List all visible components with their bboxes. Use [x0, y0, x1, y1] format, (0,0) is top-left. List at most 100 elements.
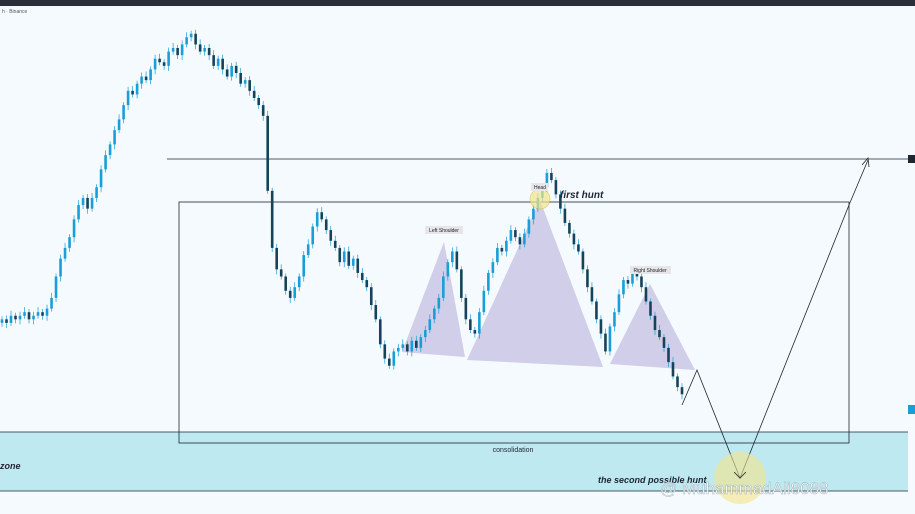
- candle-body: [225, 69, 229, 77]
- second-hunt-text: the second possible hunt: [598, 475, 708, 485]
- head-label-bg: [531, 183, 548, 191]
- candle-body: [315, 212, 319, 227]
- candle-body: [257, 97, 260, 106]
- candle-body: [437, 297, 441, 309]
- candle-body: [99, 169, 103, 188]
- candle-body: [626, 280, 630, 284]
- candle-body: [117, 119, 121, 131]
- candle-body: [248, 80, 251, 91]
- candle-body: [27, 312, 31, 320]
- candle-body: [590, 287, 594, 302]
- candle-body: [608, 326, 612, 352]
- candle-body: [442, 276, 445, 298]
- candle-body: [500, 247, 504, 252]
- candle-body: [212, 55, 215, 66]
- candle-body: [617, 294, 621, 313]
- candle-body: [221, 58, 224, 70]
- candle-body: [243, 80, 247, 84]
- top-toolbar-strip: [0, 0, 915, 6]
- candle-body: [36, 312, 40, 316]
- candle-body: [77, 205, 80, 220]
- right-shoulder-label-bg: [630, 266, 671, 274]
- candle-body: [297, 276, 301, 288]
- candle-body: [514, 230, 517, 238]
- symbol-label: h · Binance: [2, 9, 28, 15]
- candle-body: [189, 33, 193, 38]
- first-hunt-highlight: [529, 188, 551, 210]
- candle-body: [108, 144, 112, 156]
- candle-body: [234, 65, 238, 73]
- candle-body: [90, 197, 94, 209]
- price-tag-resistance: [908, 155, 915, 163]
- candle-body: [365, 280, 369, 288]
- candle-body: [320, 212, 324, 220]
- candle-body: [509, 230, 513, 241]
- candle-body: [122, 105, 125, 120]
- candle-body: [351, 258, 355, 266]
- candle-body: [144, 76, 148, 81]
- consolidation-box: [178, 201, 850, 444]
- candle-body: [113, 130, 116, 145]
- right-shoulder-label: Right Shoulder: [633, 268, 666, 274]
- candle-body: [518, 237, 522, 245]
- candle-body: [180, 44, 184, 56]
- candle-body: [451, 251, 454, 263]
- candle-body: [581, 251, 585, 270]
- candle-body: [527, 219, 531, 234]
- head-shape: [467, 200, 603, 367]
- candle-body: [644, 287, 648, 302]
- candle-body: [478, 312, 481, 334]
- candle-body: [446, 262, 450, 277]
- left-shoulder-shape: [402, 242, 465, 357]
- candle-body: [329, 230, 333, 241]
- candle-body: [50, 297, 53, 309]
- candle-body: [270, 190, 274, 248]
- candle-body: [63, 247, 67, 259]
- candle-body: [54, 276, 58, 298]
- candle-body: [153, 58, 157, 70]
- candle-body: [455, 251, 459, 270]
- candle-body: [631, 272, 634, 284]
- candle-body: [311, 226, 315, 245]
- candle-body: [194, 33, 197, 45]
- candle-body: [387, 358, 391, 366]
- candle-body: [360, 272, 364, 281]
- candle-body: [653, 315, 657, 331]
- candle-body: [356, 258, 360, 273]
- candle-body: [216, 58, 220, 66]
- candle-body: [586, 269, 589, 288]
- candle-body: [405, 344, 409, 352]
- candle-body: [622, 280, 625, 295]
- candle-body: [230, 65, 233, 77]
- candle-body: [428, 319, 432, 331]
- candle-body: [162, 62, 166, 66]
- candle-body: [203, 48, 206, 52]
- candle-body: [131, 90, 134, 95]
- candle-body: [306, 244, 310, 256]
- candle-body: [401, 344, 405, 348]
- candle-body: [261, 105, 265, 116]
- candle-body: [239, 72, 242, 84]
- candle-body: [324, 219, 328, 231]
- candle-body: [5, 319, 8, 323]
- projection-arrowhead: [861, 157, 870, 168]
- candle-body: [95, 187, 98, 198]
- candle-body: [171, 48, 175, 52]
- candle-body: [176, 48, 179, 56]
- candle-body: [415, 340, 418, 348]
- candle-body: [460, 269, 463, 298]
- left-shoulder-label: Left Shoulder: [429, 228, 459, 234]
- candle-body: [81, 197, 85, 206]
- candle-body: [505, 240, 508, 252]
- candle-body: [32, 315, 35, 320]
- zone-text: zone: [0, 461, 21, 471]
- candle-body: [532, 208, 535, 220]
- candle-body: [554, 180, 558, 195]
- candle-body: [662, 337, 666, 348]
- price-tag-current: [908, 405, 915, 414]
- candle-body: [604, 333, 607, 352]
- candle-body: [491, 262, 495, 273]
- candle-body: [680, 387, 684, 395]
- candle-body: [41, 312, 44, 316]
